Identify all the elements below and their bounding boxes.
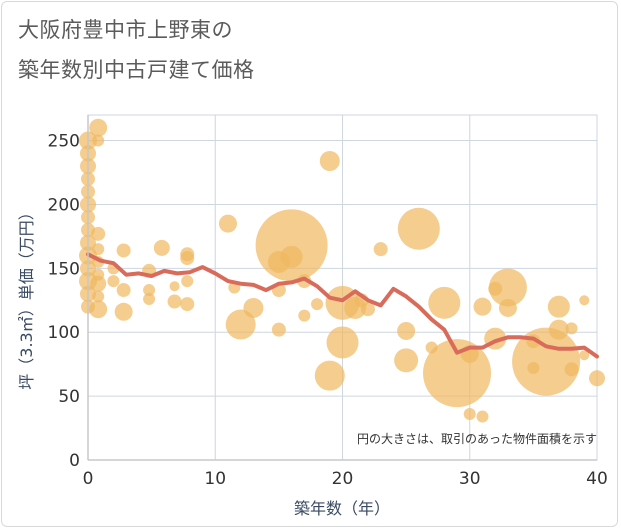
- data-bubble: [360, 302, 375, 317]
- data-bubble: [143, 293, 156, 305]
- data-bubble: [488, 268, 527, 307]
- data-bubble: [114, 302, 133, 321]
- data-bubble: [394, 348, 419, 373]
- data-bubble: [225, 309, 256, 340]
- tick-labels: 0 10 20 30 40 0 50 100 150 200 250: [48, 132, 608, 489]
- data-bubble: [527, 362, 540, 374]
- data-bubble: [428, 286, 461, 319]
- data-bubble: [169, 281, 180, 292]
- data-bubble: [89, 118, 108, 137]
- size-note: 円の大きさは、取引のあった物件面積を示す: [357, 431, 597, 446]
- chart-title-line-2: 築年数別中古戸建て価格: [18, 58, 255, 82]
- data-bubble: [92, 290, 105, 303]
- chart-title-line-1: 大阪府豊中市上野東の: [18, 18, 233, 42]
- y-tick-label: 200: [48, 195, 80, 215]
- data-bubble: [243, 297, 264, 318]
- data-bubble: [547, 295, 570, 318]
- data-bubble: [167, 294, 182, 309]
- data-bubble: [311, 298, 324, 311]
- data-bubble: [397, 321, 416, 340]
- x-tick-label: 0: [83, 469, 94, 489]
- data-bubble: [476, 410, 489, 423]
- data-bubble: [255, 209, 328, 282]
- data-bubble: [143, 284, 156, 297]
- data-bubble: [498, 298, 517, 317]
- data-bubble: [181, 275, 194, 288]
- trend-line-group: [86, 252, 599, 359]
- data-bubble: [90, 275, 107, 292]
- axes: [87, 115, 597, 461]
- data-bubble: [548, 319, 569, 340]
- y-axis-title: 坪（3.3㎡）単価（万円）: [17, 204, 36, 389]
- data-bubble: [92, 134, 105, 147]
- y-tick-label: 50: [58, 387, 80, 407]
- data-bubble: [564, 362, 579, 377]
- data-bubble: [280, 245, 303, 268]
- x-axis-title: 築年数（年）: [294, 499, 390, 518]
- data-bubble: [589, 370, 605, 387]
- y-tick-label: 100: [48, 323, 80, 343]
- x-tick-label: 30: [459, 469, 481, 489]
- x-tick-label: 10: [204, 469, 226, 489]
- data-bubble: [91, 226, 106, 241]
- data-bubble: [116, 283, 131, 298]
- data-bubble: [107, 275, 120, 288]
- data-bubble: [319, 151, 340, 171]
- data-bubble: [116, 243, 131, 258]
- data-bubble: [373, 242, 388, 257]
- data-bubble: [314, 360, 345, 391]
- data-bubble: [463, 408, 476, 420]
- data-bubble: [92, 243, 105, 256]
- data-bubble: [397, 207, 440, 250]
- data-bubble: [180, 297, 195, 312]
- y-tick-label: 0: [69, 451, 80, 471]
- data-bubble: [180, 251, 195, 266]
- trend-line: [86, 252, 599, 359]
- x-tick-label: 20: [332, 469, 354, 489]
- grid-lines: [87, 114, 598, 461]
- data-bubble: [298, 309, 311, 322]
- data-bubble: [326, 326, 359, 359]
- data-bubble: [271, 322, 286, 337]
- x-tick-label: 40: [586, 469, 608, 489]
- data-bubble: [579, 295, 590, 306]
- bubbles: [79, 118, 605, 423]
- data-bubble: [153, 239, 170, 256]
- data-bubble: [218, 214, 237, 233]
- data-bubble: [473, 297, 492, 316]
- data-bubble: [579, 350, 590, 361]
- data-bubble: [512, 327, 581, 396]
- data-bubble: [565, 322, 578, 335]
- y-tick-label: 150: [48, 259, 80, 279]
- data-bubble: [89, 300, 108, 319]
- y-tick-label: 250: [48, 132, 80, 152]
